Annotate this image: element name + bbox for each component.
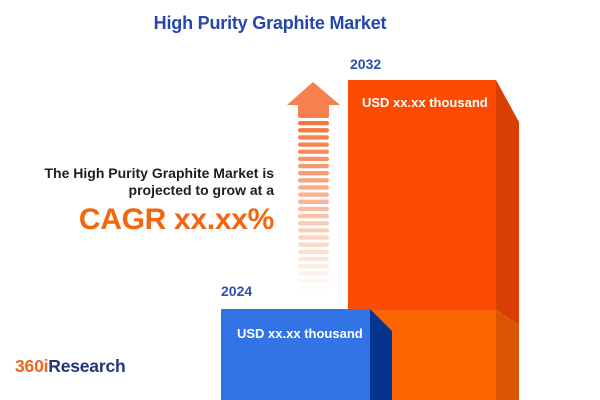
bar-2032-front-top	[348, 80, 496, 310]
bar-2032-side-top	[496, 80, 519, 325]
brand-logo-prefix: 360i	[15, 356, 49, 376]
arrow-stripe	[298, 135, 329, 140]
brand-logo: 360iResearch	[15, 356, 126, 377]
label-year-2024: 2024	[221, 283, 253, 299]
arrow-stripes	[298, 121, 329, 289]
growth-statement: The High Purity Graphite Market is proje…	[45, 165, 275, 237]
cagr-value: CAGR xx.xx%	[78, 203, 274, 236]
arrow-stripe	[298, 278, 329, 283]
arrow-stripe	[298, 199, 329, 204]
arrow-head-triangle	[287, 82, 340, 105]
arrow-stripe	[298, 128, 329, 133]
arrow-stripe	[298, 285, 329, 289]
arrow-stripe	[298, 242, 329, 247]
statement-line-2: projected to grow at a	[128, 181, 274, 198]
bar-2032-value-label: USD xx.xx thousand	[362, 95, 488, 110]
arrow-stripe	[298, 178, 329, 183]
bar-2024-value-label: USD xx.xx thousand	[237, 326, 363, 341]
arrow-stripe	[298, 156, 329, 162]
arrow-stripe	[298, 171, 329, 176]
arrow-stripe	[298, 228, 329, 233]
arrow-stripe	[298, 235, 329, 240]
arrow-stripe	[298, 264, 329, 269]
label-year-2032: 2032	[350, 56, 382, 72]
arrow-stripe	[298, 206, 329, 212]
arrow-stripe	[298, 192, 329, 197]
page-title: High Purity Graphite Market	[153, 13, 387, 33]
bar-2024-front	[221, 309, 370, 400]
arrow-head-stem	[298, 104, 329, 118]
bar-2024-side	[370, 309, 392, 400]
growth-arrow-icon	[287, 82, 340, 289]
arrow-stripe	[298, 185, 329, 190]
bar-2024	[221, 309, 392, 400]
arrow-stripe	[298, 249, 329, 254]
arrow-stripe	[298, 271, 329, 276]
arrow-stripe	[298, 121, 329, 126]
brand-logo-suffix: Research	[48, 356, 126, 376]
arrow-stripe	[298, 213, 329, 219]
arrow-stripe	[298, 142, 329, 147]
bar-2032-side-bottom	[496, 310, 519, 400]
arrow-stripe	[298, 163, 329, 169]
statement-line-1: The High Purity Graphite Market is	[44, 165, 275, 181]
arrow-stripe	[298, 221, 329, 226]
bar-2032	[348, 80, 519, 400]
arrow-stripe	[298, 149, 329, 154]
arrow-stripe	[298, 256, 329, 262]
